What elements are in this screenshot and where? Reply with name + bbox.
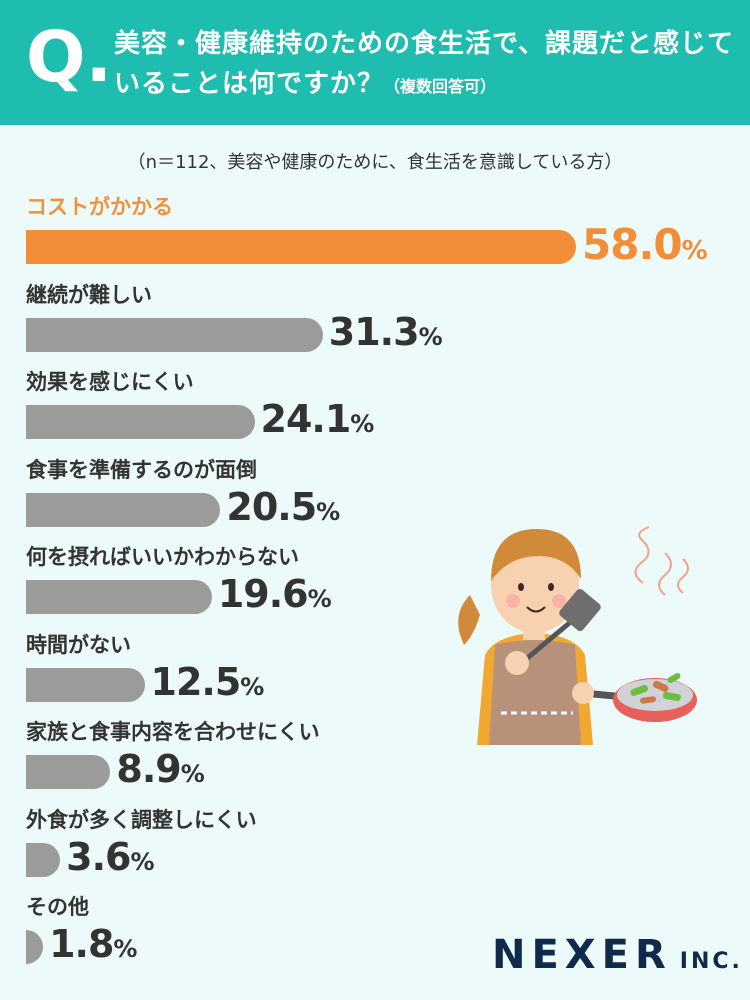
bar [26,405,255,439]
value-number: 19.6 [217,572,309,616]
cooking-woman-illustration [458,526,697,745]
nexer-logo: NEXER INC. [492,932,743,978]
value-unit: % [240,672,265,701]
value-label: 24.1% [261,397,375,441]
bar [26,667,145,702]
value-label: 19.6% [218,572,332,616]
question-text: 美容・健康維持のための食生活で、課題だと感じていることは何ですか？ [114,29,734,99]
value-unit: % [350,410,375,438]
bar-track: 31.3% [26,310,443,356]
category-label: 食事を準備するのが面倒 [26,457,257,482]
bar [26,842,61,877]
sample-description: （n＝112、美容や健康のために、食生活を意識している方） [127,152,623,173]
value-label: 3.6% [66,835,154,879]
value-unit: % [418,322,443,351]
bar-row: 何を摂ればいいかわからない 19.6% [26,542,332,618]
category-label: 効果を感じにくい [26,370,194,394]
value-unit: % [316,497,341,526]
bar-row: 食事を準備するのが面倒 20.5% [26,455,340,531]
value-label: 8.9% [116,747,204,791]
bar-track: 19.6% [26,572,332,618]
bar-track: 12.5% [26,660,264,706]
value-number: 1.8 [49,922,114,966]
category-label: 時間がない [26,632,131,657]
bar-row: コストがかかる 58.0% [26,192,708,269]
question-note: （複数回答可） [384,77,497,96]
bar-row: 時間がない 12.5% [26,630,264,706]
category-label: 外食が多く調整しにくい [26,807,257,832]
category-label: 家族と食事内容を合わせにくい [26,720,320,744]
bar-track: 20.5% [26,485,340,531]
bar [26,580,212,614]
bar-track: 58.0% [26,220,708,269]
value-label: 58.0% [582,220,708,269]
value-unit: % [307,585,332,613]
value-number: 31.3 [328,309,420,354]
value-label: 20.5% [226,485,340,529]
bar-track: 3.6% [26,835,257,881]
value-number: 8.9 [116,747,181,791]
question-title: 美容・健康維持のための食生活で、課題だと感じていることは何ですか？（複数回答可） [114,24,734,107]
bar-row: 外食が多く調整しにくい 3.6% [26,805,257,881]
q-mark: Q. [26,16,113,98]
value-unit: % [113,935,138,963]
category-label: コストがかかる [26,195,173,219]
value-number: 20.5 [226,484,317,529]
bar-track: 1.8% [26,922,137,968]
bar-row: その他 1.8% [26,892,137,968]
bar-row: 家族と食事内容を合わせにくい 8.9% [26,717,320,793]
bar-row: 効果を感じにくい 24.1% [26,367,374,443]
bar [26,755,111,789]
bar [26,492,221,527]
question-header: Q. 美容・健康維持のための食生活で、課題だと感じていることは何ですか？（複数回… [0,0,750,125]
bar [26,930,44,964]
bar-track: 24.1% [26,397,374,443]
value-label: 31.3% [329,310,443,354]
value-unit: % [681,236,708,266]
bar [26,317,323,352]
value-number: 3.6 [66,834,131,879]
logo-name: NEXER [492,932,672,978]
value-number: 58.0 [582,220,683,269]
bar-row: 継続が難しい 31.3% [26,280,443,356]
logo-suffix: INC. [679,949,743,974]
value-number: 12.5 [150,659,242,704]
value-label: 12.5% [151,660,265,704]
category-label: その他 [26,895,89,919]
bar [26,230,576,264]
value-label: 1.8% [49,922,137,966]
category-label: 継続が難しい [26,282,152,307]
value-number: 24.1 [260,397,352,441]
bar-track: 8.9% [26,747,320,793]
value-unit: % [130,847,155,876]
value-unit: % [180,760,205,788]
category-label: 何を摂ればいいかわからない [26,545,299,569]
